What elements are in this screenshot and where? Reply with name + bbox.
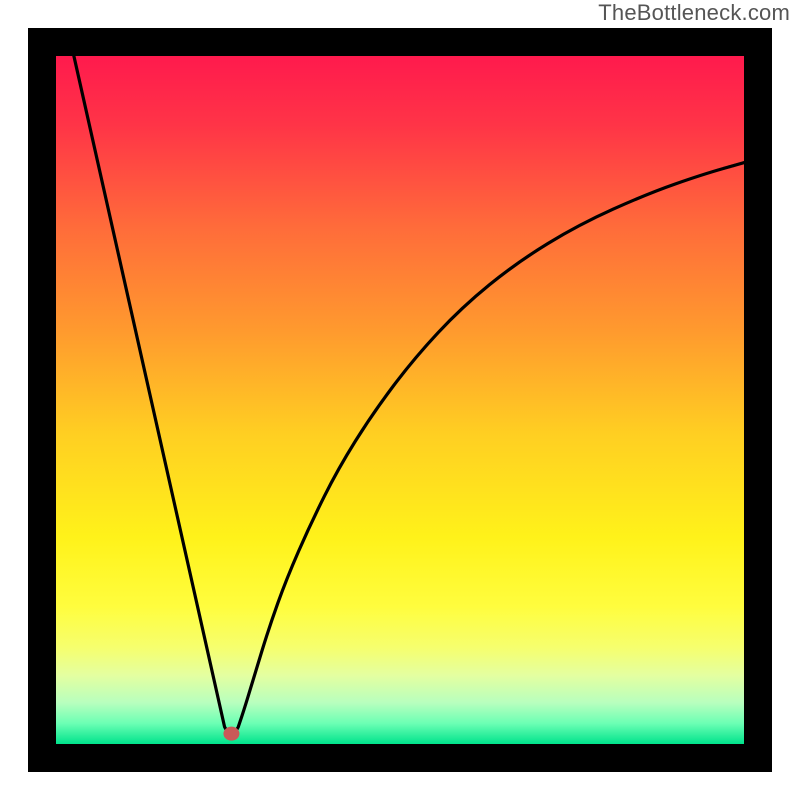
optimal-point-marker	[223, 727, 239, 741]
chart-container: TheBottleneck.com	[0, 0, 800, 800]
watermark-text: TheBottleneck.com	[598, 0, 790, 26]
chart-svg	[0, 0, 800, 800]
gradient-background	[56, 56, 744, 744]
